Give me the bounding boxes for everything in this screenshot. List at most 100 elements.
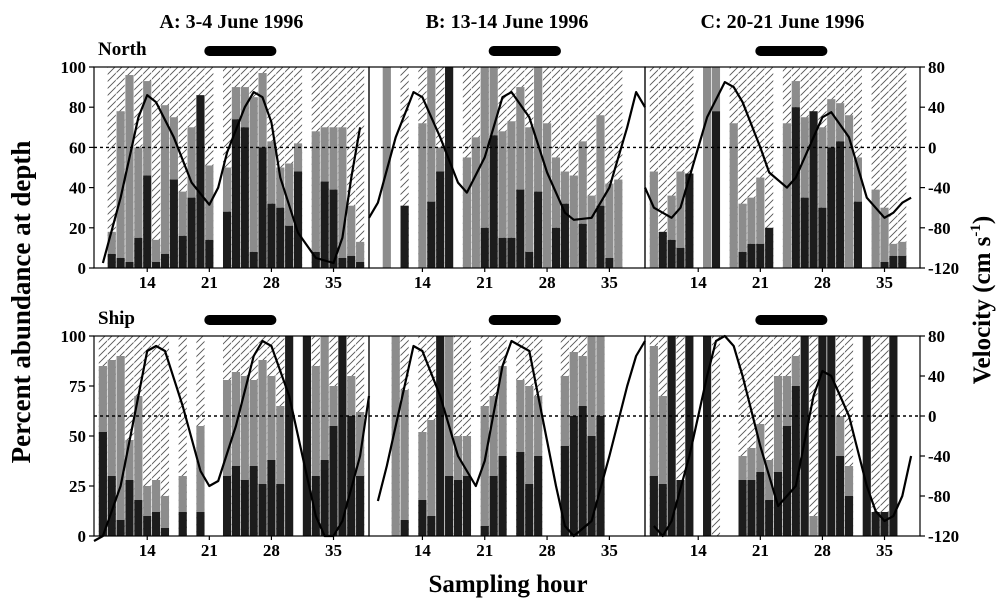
bar-stack [400, 67, 409, 268]
bar-hatch-segment [400, 67, 409, 268]
bar-mid-segment [222, 380, 232, 476]
bar-stack [436, 336, 445, 536]
x-tick-label: 21 [752, 273, 769, 292]
bar-stack [551, 67, 561, 268]
bar-stack [453, 336, 463, 536]
bar-hatch-segment [738, 67, 747, 268]
bar-stack [871, 67, 880, 268]
bar-stack [267, 67, 276, 268]
bar-mid-segment [152, 480, 161, 512]
x-tick-label: 21 [476, 273, 493, 292]
bar-mid-segment [160, 496, 170, 528]
bar-mid-segment [418, 123, 427, 268]
panel-2: 14 21 28 35 -120 -80 -40 0 40 80 C: 20-21 June 199… [643, 11, 959, 292]
bar-dark-segment [560, 203, 569, 268]
bar-mid-segment [649, 171, 658, 268]
bar-hatch-segment [880, 67, 889, 268]
bar-stack [418, 336, 427, 536]
x-tick-label: 14 [414, 273, 432, 292]
bar-stack [285, 67, 294, 268]
bar-stack [436, 67, 445, 268]
bar-mid-segment [462, 436, 472, 476]
bar-mid-segment [578, 356, 587, 406]
bar-mid-segment [711, 67, 721, 112]
bar-dark-segment [267, 460, 276, 536]
bar-dark-segment [818, 207, 827, 268]
velocity-line [376, 339, 646, 538]
bar-mid-segment [240, 376, 249, 480]
x-tick-label: 14 [414, 541, 432, 560]
bar-dark-segment [889, 336, 898, 536]
bar-dark-segment [258, 147, 267, 268]
bar-mid-segment [516, 87, 525, 190]
bar-dark-segment [862, 336, 871, 536]
bar-mid-segment [116, 111, 125, 258]
bar-stack [800, 67, 809, 268]
bar-hatch-segment [676, 336, 685, 536]
bar-stack [231, 67, 241, 268]
bar-dark-segment [507, 237, 516, 268]
bar-mid-segment [809, 516, 818, 536]
bar-dark-segment [116, 520, 125, 536]
bar-stack [507, 67, 516, 268]
bar-mid-segment [427, 420, 436, 516]
bar-stack [462, 336, 472, 536]
bar-dark-segment [516, 452, 525, 536]
bar-stack [356, 67, 365, 268]
bar-dark-segment [329, 189, 338, 268]
bar-stack [498, 336, 507, 536]
bar-mid-segment [560, 376, 569, 446]
bar-stack [880, 67, 889, 268]
bar-mid-segment [293, 143, 303, 172]
bar-dark-segment [747, 480, 756, 536]
bar-stack [116, 67, 125, 268]
bar-dark-segment [853, 201, 862, 268]
bar-hatch-segment [143, 336, 152, 536]
bar-dark-segment [489, 135, 498, 268]
y-tick-label: 0 [78, 527, 87, 546]
bar-stack [871, 336, 880, 536]
bar-hatch-segment [107, 67, 116, 268]
bar-stack [134, 67, 143, 268]
panel-title: B: 13-14 June 1996 [426, 11, 589, 33]
y-right-axis-label-main: Velocity (cm s [969, 236, 996, 384]
bar-stack [836, 336, 845, 536]
bar-stack [418, 67, 427, 268]
y2-tick-label: -120 [928, 527, 959, 546]
bar-mid-segment [311, 366, 320, 476]
bar-mid-segment [187, 127, 196, 198]
bar-stack [658, 67, 667, 268]
y2-tick-label: 40 [928, 367, 945, 386]
bar-dark-segment [178, 512, 187, 536]
bar-mid-segment [98, 366, 107, 432]
bar-stack [827, 336, 836, 536]
bar-dark-segment [791, 386, 800, 536]
bar-stack [356, 336, 365, 536]
bar-hatch-segment [756, 67, 765, 268]
bar-hatch-segment [889, 67, 898, 268]
bar-hatch-segment [871, 67, 880, 268]
bar-dark-segment [738, 480, 747, 536]
bar-mid-segment [462, 157, 472, 268]
bar-hatch-segment [871, 336, 880, 536]
bar-stack [391, 336, 400, 536]
bar-mid-segment [320, 127, 329, 182]
bar-dark-segment [667, 336, 676, 536]
bar-dark-segment [258, 484, 267, 536]
bar-dark-segment [747, 243, 756, 268]
bar-hatch-segment [685, 67, 694, 268]
bar-hatch-segment [152, 67, 161, 268]
bar-dark-segment [791, 107, 800, 268]
y2-tick-label: -120 [928, 259, 959, 278]
bar-dark-segment [196, 95, 205, 268]
bar-hatch-segment [809, 336, 818, 536]
bar-dark-segment [844, 496, 854, 536]
bar-dark-segment [676, 247, 685, 268]
bar-stack [311, 67, 320, 268]
bar-stack [302, 336, 311, 536]
bar-mid-segment [116, 356, 125, 520]
bar-mid-segment [676, 171, 685, 248]
bar-mid-segment [542, 123, 552, 268]
y2-tick-label: 0 [928, 138, 937, 157]
bar-mid-segment [134, 147, 143, 238]
